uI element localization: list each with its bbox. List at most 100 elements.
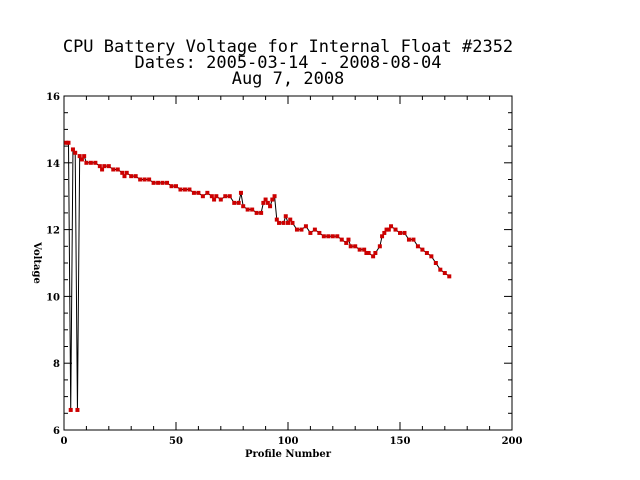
data-point xyxy=(187,187,192,192)
data-point xyxy=(339,237,344,242)
data-point xyxy=(286,220,290,225)
data-point xyxy=(382,230,387,235)
y-axis: 6 8 10 12 14 16 xyxy=(46,92,512,437)
y-tick-label: 8 xyxy=(53,359,60,370)
data-point xyxy=(265,200,270,205)
data-point xyxy=(160,180,165,185)
data-point xyxy=(344,240,349,245)
data-point xyxy=(122,174,127,179)
data-point xyxy=(433,261,438,265)
data-point xyxy=(393,227,398,232)
data-point xyxy=(330,234,335,239)
data-point xyxy=(371,254,376,259)
data-point xyxy=(232,200,237,205)
data-point xyxy=(272,194,277,199)
data-point xyxy=(100,167,105,172)
data-point xyxy=(88,160,93,165)
data-point xyxy=(274,217,279,222)
data-point xyxy=(200,194,205,199)
data-point xyxy=(411,237,416,242)
data-point xyxy=(218,197,223,202)
data-point xyxy=(182,187,187,192)
y-tick-label: 12 xyxy=(46,226,60,237)
data-point xyxy=(261,200,266,205)
y-tick-label: 6 xyxy=(53,426,60,437)
data-point xyxy=(73,150,78,155)
data-point xyxy=(238,190,243,195)
data-point xyxy=(66,140,71,145)
data-point xyxy=(420,247,425,252)
data-point xyxy=(75,407,80,412)
data-point xyxy=(402,230,407,235)
data-point xyxy=(321,234,326,239)
data-point xyxy=(335,234,340,239)
data-point xyxy=(326,234,331,239)
data-point xyxy=(317,230,322,235)
data-point xyxy=(214,194,219,199)
data-point xyxy=(124,170,129,175)
data-point xyxy=(259,210,264,215)
data-point xyxy=(93,160,98,165)
y-axis-label: Voltage xyxy=(31,241,42,284)
data-point xyxy=(133,174,138,179)
data-point xyxy=(438,267,443,272)
data-point xyxy=(442,271,447,276)
data-point xyxy=(377,244,382,249)
data-point xyxy=(209,194,214,199)
data-point xyxy=(308,230,313,235)
data-point xyxy=(138,177,143,182)
data-point xyxy=(281,220,286,225)
data-point xyxy=(303,224,308,229)
data-point xyxy=(84,160,89,165)
data-point xyxy=(205,190,210,195)
data-point xyxy=(353,244,358,249)
data-point xyxy=(348,244,353,249)
plot-frame xyxy=(63,95,513,431)
data-point xyxy=(191,190,196,195)
data-point xyxy=(380,234,385,239)
data-point xyxy=(362,247,367,252)
series-markers xyxy=(64,140,452,412)
y-tick-label: 10 xyxy=(46,292,60,303)
chart-title-line-3: Aug 7, 2008 xyxy=(232,69,345,89)
data-point xyxy=(102,164,107,169)
data-point xyxy=(106,164,111,169)
data-point xyxy=(268,204,273,209)
data-point xyxy=(364,250,369,255)
y-tick-label: 16 xyxy=(46,92,60,103)
data-point xyxy=(142,177,147,182)
x-tick-label: 200 xyxy=(502,436,523,447)
data-point xyxy=(147,177,152,182)
data-point xyxy=(346,237,351,242)
data-point xyxy=(82,154,87,159)
data-point xyxy=(70,147,75,152)
data-point xyxy=(241,204,246,209)
data-point xyxy=(68,407,73,412)
data-point xyxy=(312,227,317,232)
data-point xyxy=(151,180,156,185)
data-point xyxy=(111,167,116,172)
data-point xyxy=(212,197,217,202)
data-point xyxy=(156,180,161,185)
data-point xyxy=(174,184,178,189)
data-point xyxy=(389,224,394,229)
data-point xyxy=(366,250,371,255)
data-point xyxy=(79,157,84,162)
data-point xyxy=(169,184,174,189)
data-point xyxy=(115,167,120,172)
data-point xyxy=(357,247,362,252)
data-point xyxy=(77,154,82,159)
series-line xyxy=(66,142,450,410)
data-point xyxy=(129,174,134,179)
data-point xyxy=(236,200,241,205)
x-tick-label: 100 xyxy=(278,436,299,447)
data-point xyxy=(424,250,429,255)
data-point xyxy=(386,227,391,232)
y-tick-label: 14 xyxy=(46,159,60,170)
data-point xyxy=(406,237,411,242)
x-tick-label: 0 xyxy=(61,436,68,447)
x-tick-label: 150 xyxy=(390,436,411,447)
data-point xyxy=(447,274,452,279)
data-point xyxy=(165,180,170,185)
